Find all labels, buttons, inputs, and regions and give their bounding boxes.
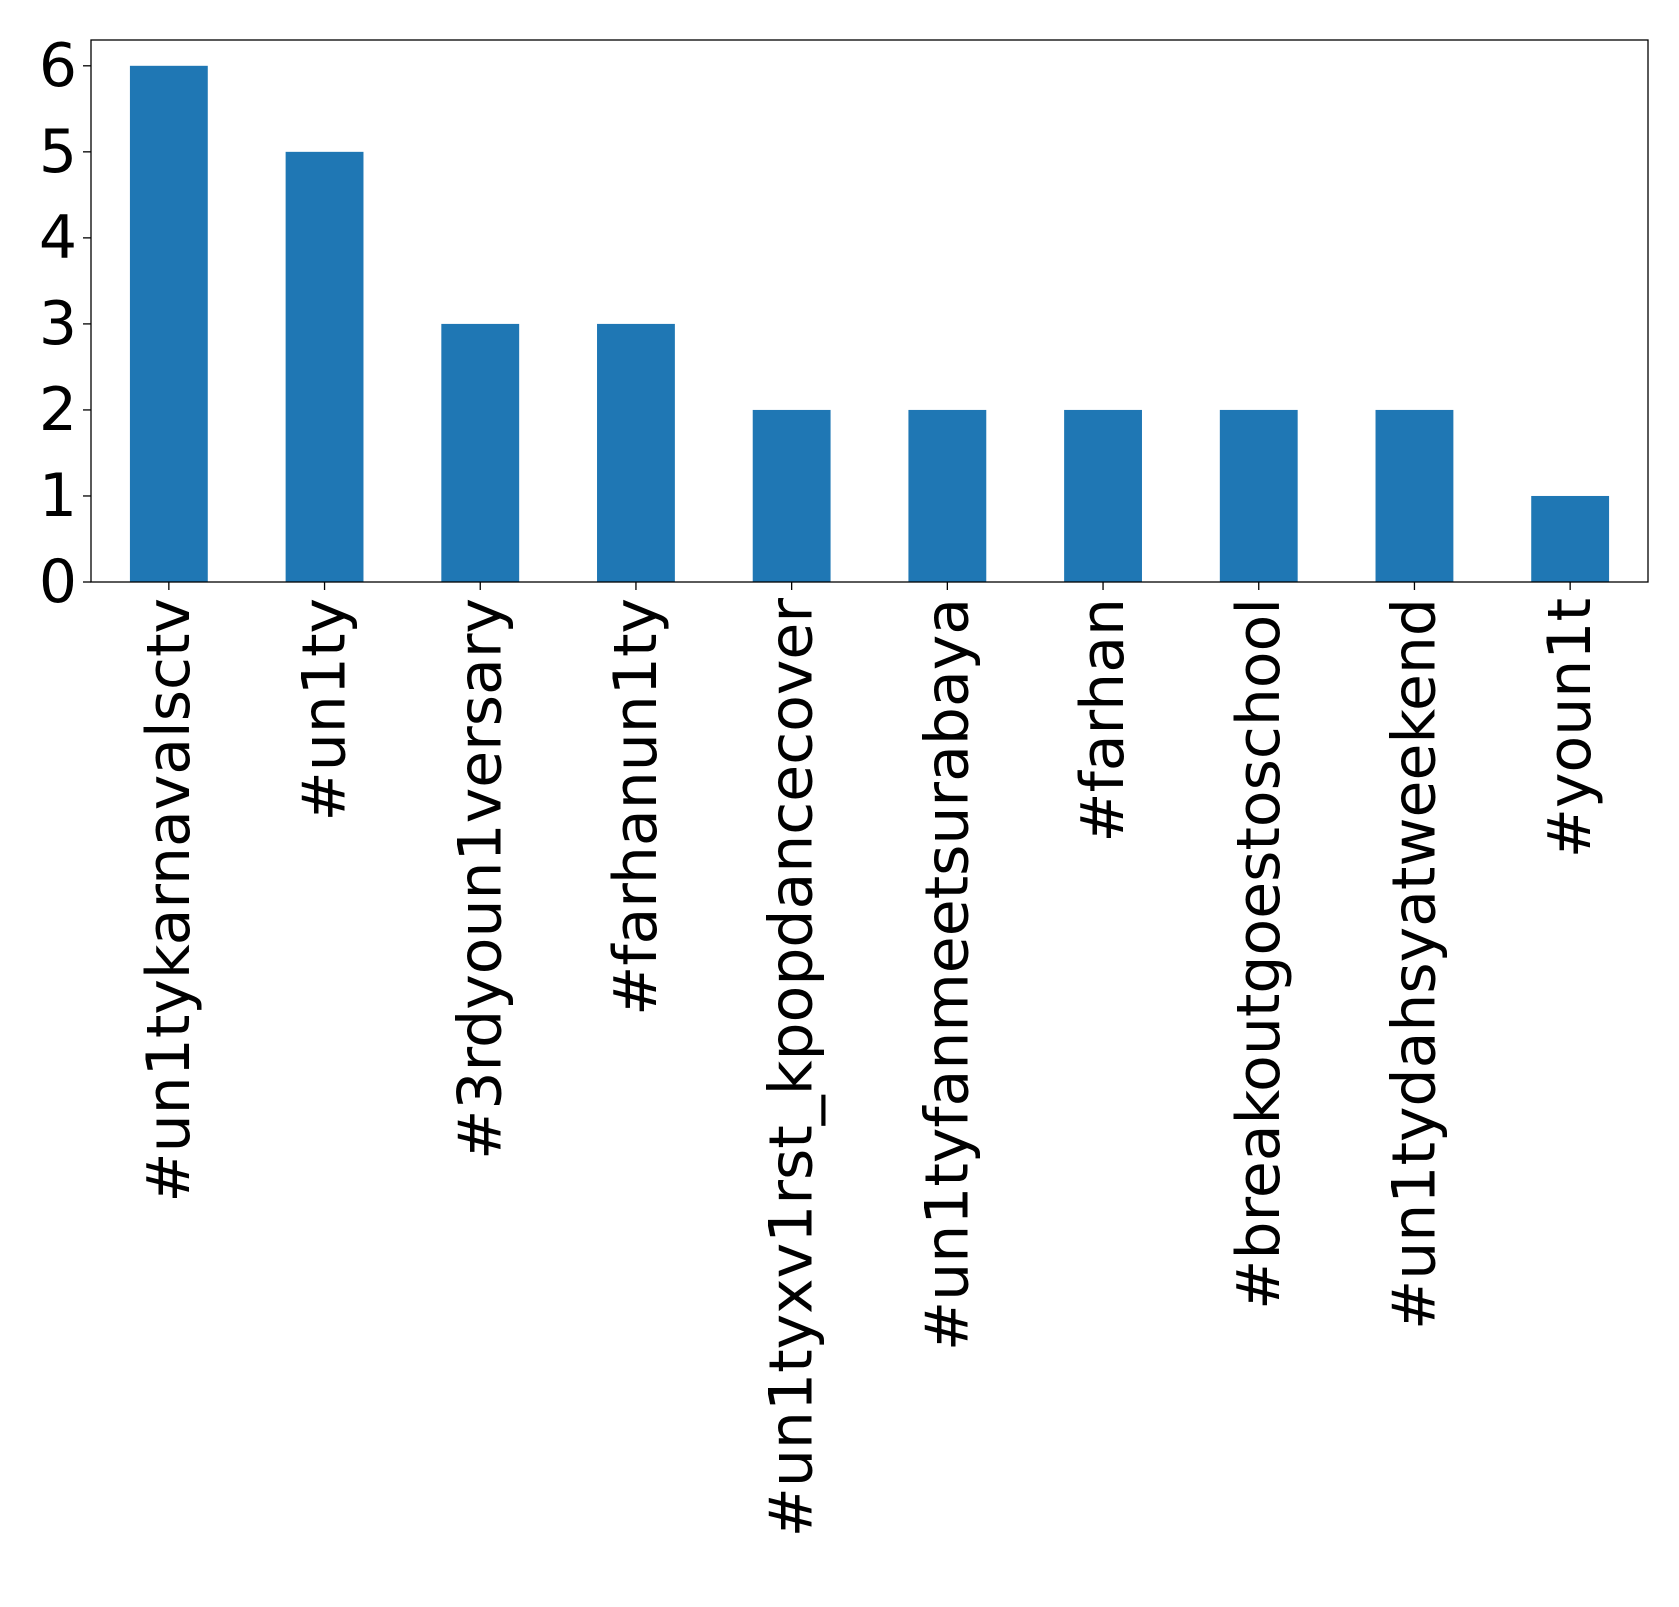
y-tick-label: 2 [39, 375, 77, 445]
bar-1 [285, 151, 364, 583]
y-axis-ticks: 0 1 2 3 4 5 6 [39, 31, 91, 617]
bar-4 [752, 409, 831, 582]
x-tick-label: #un1tyxv1rst_kpopdancecover [757, 598, 827, 1538]
x-tick-label: #un1ty [290, 598, 360, 822]
x-tick-label: #farhanun1ty [601, 598, 671, 1016]
plot-frame [90, 39, 1649, 583]
bar-6 [1064, 409, 1142, 582]
x-tick-label: #farhan [1068, 598, 1138, 843]
y-tick-label: 1 [39, 461, 77, 531]
bar-8 [1375, 409, 1454, 582]
y-tick-label: 6 [39, 31, 77, 101]
bar-2 [441, 323, 520, 582]
y-tick-label: 4 [39, 203, 77, 273]
bar-3 [597, 323, 675, 582]
x-tick-label: #breakoutgoestoschool [1224, 598, 1294, 1310]
x-tick-label: #youn1t [1535, 598, 1605, 858]
bar-0 [129, 65, 208, 583]
bar-5 [908, 409, 987, 582]
x-axis-ticks: #un1tykarnavalsctv #un1ty #3rdyoun1versary… [134, 582, 1605, 1537]
y-tick-label: 3 [39, 289, 77, 359]
y-tick-label: 5 [39, 117, 77, 187]
bar-7 [1219, 409, 1298, 582]
x-tick-label: #3rdyoun1versary [445, 598, 515, 1160]
bars-group [129, 65, 1610, 583]
bar-9 [1531, 495, 1610, 582]
x-tick-label: #un1tydahsyatweekend [1379, 598, 1449, 1330]
x-tick-label: #un1tyfanmeetsurabaya [912, 598, 982, 1351]
x-tick-label: #un1tykarnavalsctv [134, 598, 204, 1203]
y-tick-label: 0 [39, 547, 77, 617]
